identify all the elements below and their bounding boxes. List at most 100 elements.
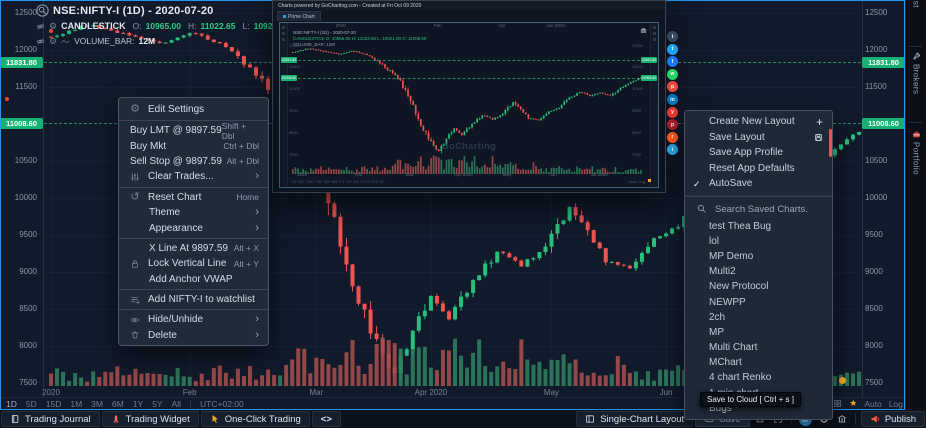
timeframe-5d[interactable]: 5D <box>25 399 37 409</box>
share-button-linkedin[interactable]: in <box>667 94 678 105</box>
preview-price-tag: 11008.60 <box>281 74 297 81</box>
preview-time-label: May <box>502 172 512 177</box>
context-menu-item-buy-mkt[interactable]: Buy Mkt Ctrl + Dbl <box>119 138 268 153</box>
left-axis-tick: 8000 <box>19 341 37 350</box>
saved-chart-item-test-thea-bug[interactable]: test Thea Bug <box>709 220 772 232</box>
saved-charts-search-input[interactable] <box>713 202 822 216</box>
tab-prime-chart[interactable]: Prime Chart <box>277 11 321 21</box>
share-button-pinterest-alt[interactable]: p <box>667 119 678 131</box>
saved-chart-item-bugs[interactable]: Bugs <box>709 402 732 414</box>
context-menu-item-edit-settings[interactable]: ⚙ Edit Settings <box>119 100 268 118</box>
timeframe-6m[interactable]: 6M <box>111 399 124 409</box>
volume-label: VOLUME_BAR: <box>74 36 135 46</box>
share-button-twitter[interactable]: t <box>667 43 678 55</box>
saved-chart-item-mp-demo[interactable]: MP Demo <box>709 250 754 262</box>
timeframe-3m[interactable]: 3M <box>91 399 103 409</box>
share-button-tumblr[interactable]: t <box>667 31 678 42</box>
context-menu-item-sell-stop-9897-59[interactable]: Sell Stop @ 9897.59 Alt + Dbl <box>119 154 268 169</box>
menu-item-label: Appearance <box>149 222 203 234</box>
timeframe-5y[interactable]: 5Y <box>152 399 163 409</box>
saved-chart-item-2ch[interactable]: 2ch <box>709 311 726 323</box>
sidebar-tab-brokers[interactable]: Brokers <box>906 52 926 94</box>
timeframe-1y[interactable]: 1Y <box>132 399 144 409</box>
timezone-label[interactable]: UTC+02:00 <box>200 399 244 409</box>
menu-item-shortcut: Alt + X <box>233 243 259 254</box>
context-menu-item-clear-trades[interactable]: Clear Trades... › <box>119 169 268 184</box>
saved-chart-item-lol[interactable]: lol <box>709 235 720 247</box>
saved-chart-item-4-chart-renko[interactable]: 4 chart Renko <box>709 372 772 384</box>
context-menu-item-add-anchor-vwap[interactable]: Add Anchor VWAP <box>119 272 268 287</box>
time-axis-label: Apr 2020 <box>414 388 448 397</box>
context-menu-item-reset-chart[interactable]: ↺ Reset Chart Home <box>119 190 268 205</box>
layout-menu-item-reset-app-defaults[interactable]: Reset App Defaults <box>685 161 832 177</box>
layout-menu-item-save-app-profile[interactable]: Save App Profile <box>685 145 832 161</box>
context-menu-item-theme[interactable]: Theme › <box>119 205 268 220</box>
right-axis-tick: 8500 <box>865 304 883 313</box>
button-trading-journal[interactable]: Trading Journal <box>1 411 100 427</box>
timeframe-all[interactable]: All <box>171 399 182 409</box>
chart-preview-popup: Charts powered by GoCharting.com - Creat… <box>272 0 666 193</box>
symbol-title: NSE:NIFTY-I (1D) - 2020-07-20 <box>53 4 214 17</box>
layout-menu-item-save-layout[interactable]: Save Layout <box>685 130 832 146</box>
context-menu-item-lock-vertical-line[interactable]: Lock Vertical Line Alt + Y <box>119 256 268 271</box>
context-menu-item-add-nifty-i-to-watchlist[interactable]: Add NIFTY-I to watchlist <box>119 292 268 307</box>
saved-chart-item-new-protocol[interactable]: New Protocol <box>709 281 769 293</box>
share-button-youtube[interactable]: y <box>667 106 678 118</box>
share-button-whatsapp[interactable]: w <box>667 68 678 80</box>
gear-icon[interactable]: ⚙ <box>49 20 58 31</box>
preview-title: Charts powered by GoCharting.com - Creat… <box>273 1 665 10</box>
log-scale-toggle[interactable]: Log <box>888 398 903 409</box>
button-one-click-trading[interactable]: One-Click Trading <box>200 411 310 427</box>
menu-item-label: Sell Stop @ 9897.59 <box>130 155 222 167</box>
sidebar-tab-portfolio[interactable]: Portfolio <box>906 130 926 175</box>
share-button-pinterest[interactable]: p <box>667 81 678 93</box>
context-menu-item-hide-unhide[interactable]: Hide/Unhide › <box>119 312 268 327</box>
menu-item-label: Hide/Unhide <box>148 314 204 326</box>
sidebar-tab-watchlist[interactable]: Watchlist <box>906 0 926 8</box>
button-label: Publish <box>884 413 916 425</box>
bottom-toolbar: Trading Journal Trading Widget One-Click T… <box>0 410 926 428</box>
context-menu-item-x-line-at-9897-59[interactable]: X Line At 9897.59 Alt + X <box>119 241 268 256</box>
timeframe-1d[interactable]: 1D <box>6 399 17 409</box>
saved-chart-item-mp[interactable]: MP <box>709 326 724 338</box>
menu-scrollbar-thumb[interactable] <box>829 129 832 157</box>
notification-dot[interactable] <box>839 377 846 384</box>
visibility-off-icon[interactable] <box>36 37 45 46</box>
preview-axis-controls: Auto Log <box>628 179 645 184</box>
saved-chart-item-multi-chart[interactable]: Multi Chart <box>709 342 758 354</box>
layout-menu-item-create-new-layout[interactable]: Create New Layout + <box>685 114 832 130</box>
button-single-chart-layout[interactable]: Single-Chart Layout <box>576 411 694 427</box>
menu-item-label: Clear Trades... <box>148 171 214 183</box>
right-axis-border <box>862 0 863 397</box>
button-[interactable]: <> <box>311 411 341 427</box>
saved-chart-item-newpp[interactable]: NEWPP <box>709 296 746 308</box>
context-menu-item-appearance[interactable]: Appearance › <box>119 220 268 235</box>
left-axis-tick: 8500 <box>19 304 37 313</box>
button-trading-widget[interactable]: Trading Widget <box>101 411 199 427</box>
saved-chart-item-multi2[interactable]: Multi2 <box>709 266 736 278</box>
share-button-facebook[interactable]: f <box>667 56 678 68</box>
preview-price-tag: 11831.80 <box>641 56 657 63</box>
timeframe-15d[interactable]: 15D <box>45 399 62 409</box>
preview-left-toolbar <box>280 23 288 187</box>
bank-button[interactable] <box>837 414 847 424</box>
megaphone-icon <box>870 414 880 424</box>
share-button-reddit[interactable]: r <box>667 131 678 143</box>
timeframe-1m[interactable]: 1M <box>70 399 83 409</box>
visibility-off-icon[interactable] <box>36 22 45 31</box>
preview-axis-tick: 8500 <box>632 129 641 135</box>
auto-scale-toggle[interactable]: Auto <box>864 398 882 409</box>
layout-menu-item-autosave[interactable]: ✓ AutoSave <box>685 176 832 192</box>
favorite-star-icon[interactable]: ★ <box>849 398 858 408</box>
share-button-telegram[interactable]: t <box>667 144 678 156</box>
preview-price-tag: 11008.60 <box>641 74 657 81</box>
context-menu-item-delete[interactable]: Delete › <box>119 328 268 343</box>
grid-icon[interactable] <box>833 399 842 408</box>
menu-item-shortcut: Home <box>236 192 259 203</box>
floppy-icon <box>814 133 823 142</box>
zoom-scope-icon[interactable] <box>36 4 49 17</box>
button-publish[interactable]: Publish <box>860 411 925 427</box>
context-menu-item-buy-lmt-9897-59[interactable]: Buy LMT @ 9897.59 Shift + Dbl <box>119 121 268 141</box>
gear-icon[interactable]: ⚙ <box>49 35 58 46</box>
saved-chart-item-mchart[interactable]: MChart <box>709 357 742 369</box>
